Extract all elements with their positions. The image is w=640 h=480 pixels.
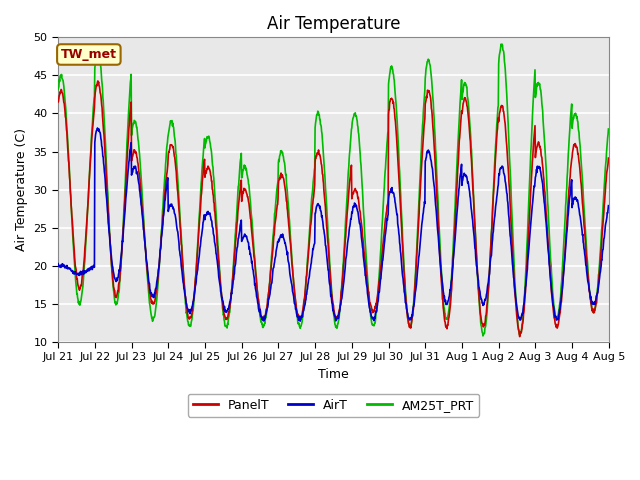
X-axis label: Time: Time [318, 368, 349, 381]
Text: TW_met: TW_met [61, 48, 117, 61]
Legend: PanelT, AirT, AM25T_PRT: PanelT, AirT, AM25T_PRT [188, 394, 479, 417]
Y-axis label: Air Temperature (C): Air Temperature (C) [15, 128, 28, 251]
Title: Air Temperature: Air Temperature [267, 15, 400, 33]
